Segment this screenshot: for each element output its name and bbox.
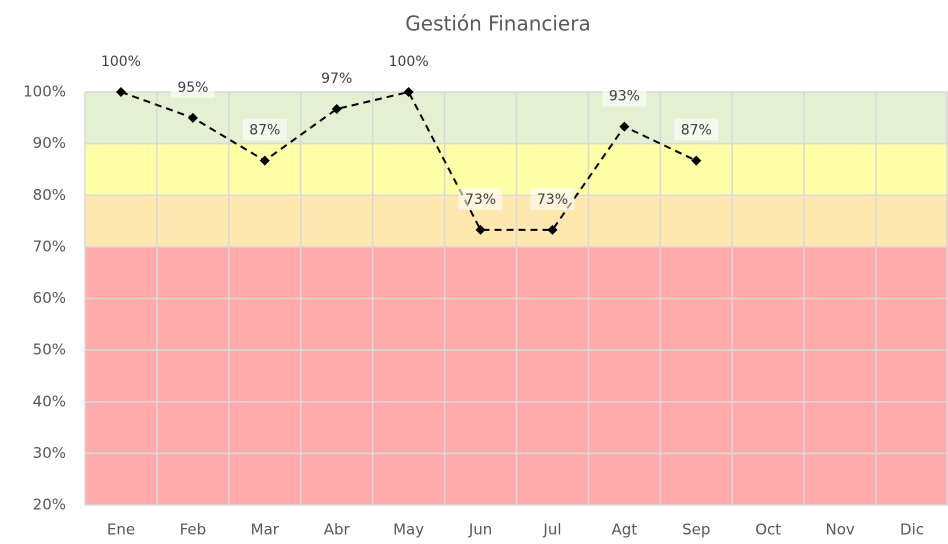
value-label: 100% — [389, 54, 429, 70]
x-tick-label: Jul — [542, 521, 561, 539]
label-bg — [530, 187, 575, 210]
value-label: 73% — [537, 192, 568, 208]
label-bg — [170, 75, 215, 98]
value-label: 95% — [177, 80, 208, 96]
y-tick-label: 30% — [33, 444, 66, 462]
value-label: 73% — [465, 192, 496, 208]
marker — [331, 104, 342, 115]
x-tick-label: Ene — [107, 521, 135, 539]
value-label: 97% — [321, 71, 352, 87]
marker — [547, 224, 558, 235]
x-tick-label: Feb — [180, 521, 207, 539]
x-tick-label: Jun — [468, 521, 492, 539]
marker — [619, 121, 630, 132]
value-label: 87% — [249, 123, 280, 139]
x-tick-label: Sep — [682, 521, 710, 539]
y-tick-label: 50% — [33, 341, 66, 359]
marker — [475, 224, 486, 235]
y-tick-label: 80% — [33, 186, 66, 204]
y-tick-label: 40% — [33, 392, 66, 410]
label-bg — [314, 67, 359, 90]
label-bg — [98, 50, 143, 72]
label-bg — [674, 118, 719, 141]
y-tick-label: 100% — [23, 83, 66, 101]
marker — [259, 155, 270, 166]
y-tick-label: 90% — [33, 134, 66, 152]
x-tick-label: Abr — [324, 521, 351, 539]
label-bg — [386, 50, 431, 72]
marker — [403, 87, 414, 97]
x-tick-label: May — [393, 521, 424, 539]
label-bg — [242, 118, 287, 141]
marker — [691, 155, 702, 166]
x-tick-label: Nov — [825, 521, 854, 539]
x-tick-label: Dic — [900, 521, 924, 539]
x-tick-label: Mar — [251, 521, 280, 539]
label-bg — [602, 84, 647, 107]
value-label: 93% — [609, 89, 640, 105]
marker — [187, 112, 198, 123]
y-tick-label: 20% — [33, 496, 66, 514]
value-label: 100% — [101, 54, 141, 70]
y-tick-label: 60% — [33, 289, 66, 307]
chart-title: Gestión Financiera — [405, 12, 590, 36]
x-tick-label: Agt — [612, 521, 638, 539]
x-tick-label: Oct — [755, 521, 781, 539]
marker — [115, 87, 126, 97]
value-label: 87% — [681, 123, 712, 139]
y-tick-label: 70% — [33, 237, 66, 255]
label-bg — [458, 187, 503, 210]
